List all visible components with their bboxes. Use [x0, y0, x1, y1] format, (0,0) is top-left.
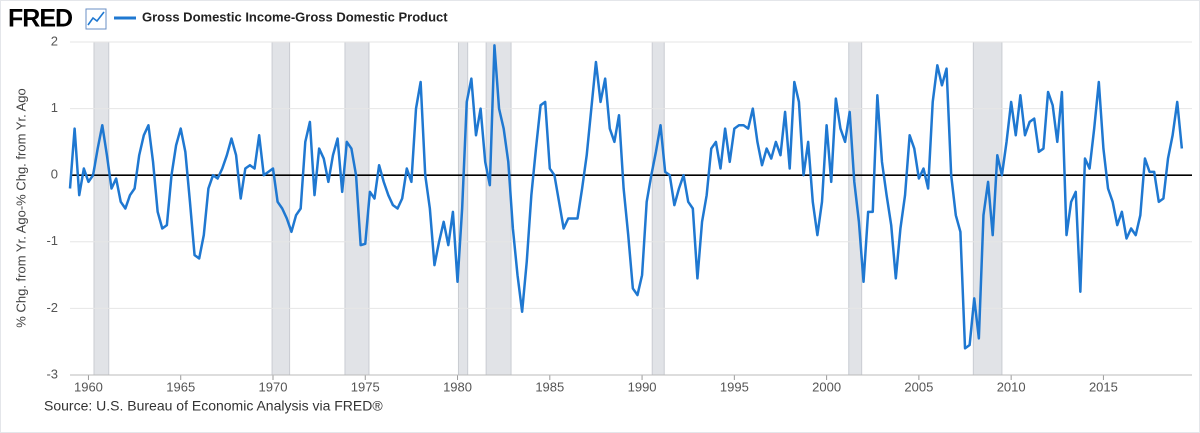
- x-tick-label: 1970: [259, 379, 288, 394]
- x-tick-label: 2010: [997, 379, 1026, 394]
- x-tick-label: 2005: [904, 379, 933, 394]
- y-tick-label: -2: [46, 300, 58, 315]
- source: Source: U.S. Bureau of Economic Analysis…: [44, 398, 383, 414]
- x-tick-label: 1990: [628, 379, 657, 394]
- recession-band: [972, 41, 1003, 376]
- x-tick-label: 2000: [812, 379, 841, 394]
- series-line: [68, 44, 1184, 350]
- recession-band: [848, 41, 863, 376]
- x-tick-label: 1960: [74, 379, 103, 394]
- x-tick-label: 1985: [535, 379, 564, 394]
- y-tick-label: 0: [51, 167, 58, 182]
- x-tick-label: 1980: [443, 379, 472, 394]
- y-tick-label: -1: [46, 233, 58, 248]
- x-tick-label: 1965: [166, 379, 195, 394]
- recession-band: [93, 41, 110, 376]
- x-tick-label: 1995: [720, 379, 749, 394]
- legend-label: Gross Domestic Income-Gross Domestic Pro…: [142, 9, 448, 24]
- recession-band: [344, 41, 370, 376]
- recession-band: [651, 41, 665, 376]
- logo: FRED: [8, 5, 72, 33]
- y-tick-label: -3: [46, 366, 58, 381]
- y-axis-label: % Chg. from Yr. Ago-% Chg. from Yr. Ago: [13, 88, 28, 327]
- x-tick-label: 1975: [351, 379, 380, 394]
- y-tick-label: 2: [51, 33, 58, 48]
- x-tick-label: 2015: [1089, 379, 1118, 394]
- y-tick-label: 1: [51, 100, 58, 115]
- logo-icon: [85, 8, 107, 30]
